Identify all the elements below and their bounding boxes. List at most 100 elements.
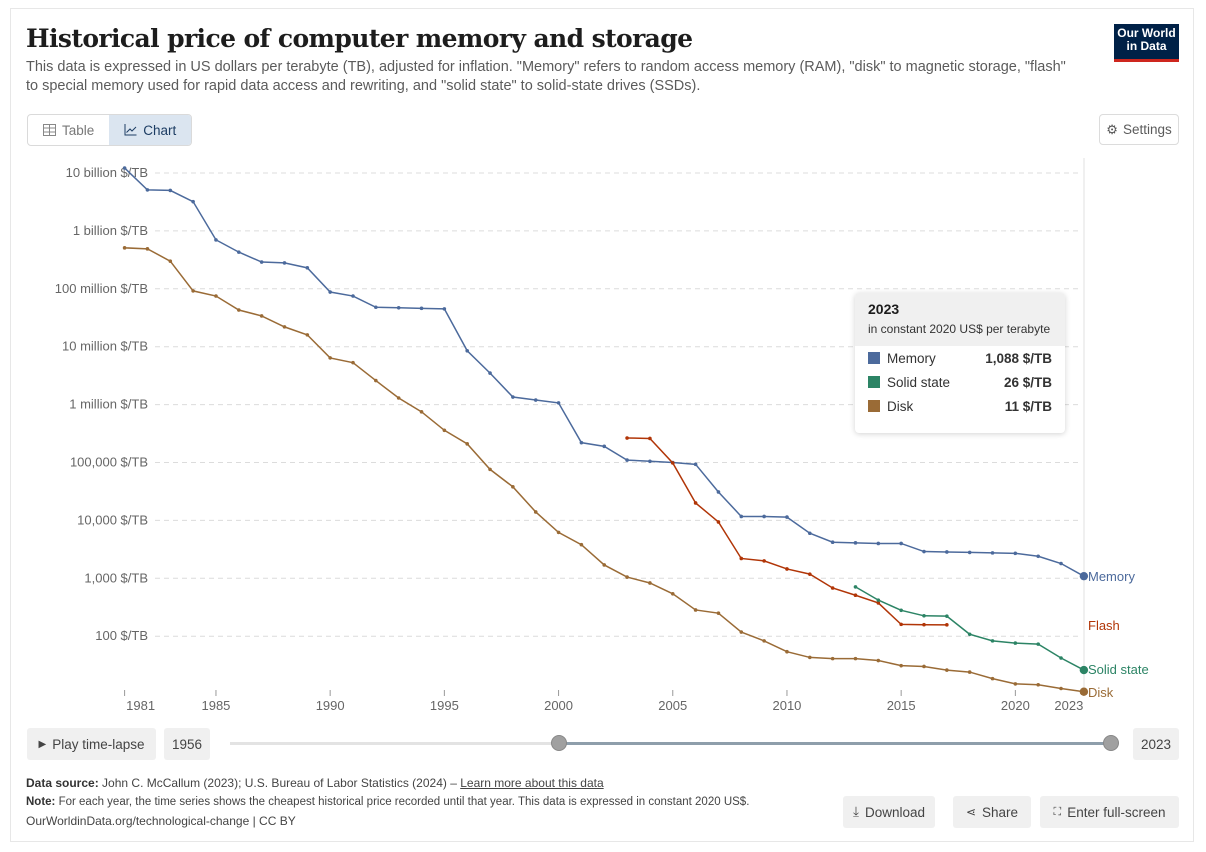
tab-chart-label: Chart — [143, 122, 177, 138]
data-point — [899, 663, 903, 668]
data-point — [648, 436, 652, 441]
y-tick-label: 10,000 $/TB — [77, 512, 148, 527]
download-button[interactable]: ⤓ Download — [843, 796, 935, 828]
y-tick-label: 1,000 $/TB — [84, 570, 148, 585]
tooltip-name: Disk — [887, 398, 914, 414]
data-point — [716, 611, 721, 615]
fullscreen-button[interactable]: ⛶ Enter full-screen — [1040, 796, 1179, 828]
data-point — [122, 246, 127, 250]
y-tick-label: 10 billion $/TB — [66, 165, 148, 180]
data-source: Data source: John C. McCallum (2023); U.… — [26, 776, 604, 790]
data-point — [1036, 682, 1040, 687]
data-point — [716, 520, 721, 524]
note: Note: For each year, the time series sho… — [26, 796, 749, 808]
data-point — [990, 639, 995, 643]
timeline-start-handle[interactable] — [551, 735, 567, 751]
data-point — [602, 563, 607, 567]
data-point — [670, 461, 675, 465]
data-point — [876, 598, 881, 602]
play-timelapse-button[interactable]: ▶ Play time-lapse — [27, 728, 156, 760]
data-point — [693, 608, 698, 612]
owid-logo[interactable]: Our World in Data — [1114, 24, 1179, 62]
tab-chart[interactable]: Chart — [109, 115, 192, 145]
data-point — [602, 444, 607, 449]
x-tick-label: 2000 — [544, 698, 573, 710]
data-point — [830, 586, 835, 590]
data-point — [1013, 682, 1018, 686]
data-point — [488, 371, 492, 375]
data-point — [853, 585, 858, 589]
data-point — [967, 632, 972, 637]
x-tick-label: 2023 — [1054, 698, 1083, 710]
fullscreen-icon: ⛶ — [1053, 805, 1062, 818]
swatch-solid-state — [868, 376, 880, 388]
download-icon: ⤓ — [852, 804, 859, 819]
line-chart-icon — [124, 124, 137, 136]
data-point — [488, 467, 492, 472]
x-tick-label: 2015 — [887, 698, 916, 710]
tab-table-label: Table — [62, 122, 95, 138]
y-tick-label: 100 million $/TB — [55, 281, 148, 296]
data-point — [808, 572, 812, 576]
data-point — [693, 501, 698, 505]
tab-table[interactable]: Table — [28, 115, 109, 145]
data-point — [145, 247, 150, 251]
download-label: Download — [864, 804, 925, 820]
data-point — [259, 260, 264, 264]
settings-label: Settings — [1122, 122, 1172, 137]
data-point — [1059, 561, 1063, 566]
data-point — [579, 542, 584, 547]
data-point — [556, 401, 561, 405]
share-icon: ⋖ — [965, 805, 977, 819]
data-point — [1079, 571, 1089, 581]
chart-subtitle: This data is expressed in US dollars per… — [26, 59, 1066, 94]
learn-more-link[interactable]: Learn more about this data — [460, 776, 604, 790]
data-point — [876, 601, 881, 605]
data-point — [648, 581, 652, 585]
data-point — [808, 655, 812, 660]
settings-button[interactable]: ⚙ Settings — [1099, 114, 1179, 145]
note-text: For each year, the time series shows the… — [58, 796, 750, 808]
chart-title: Historical price of computer memory and … — [26, 24, 693, 53]
tooltip-row-solid-state: Solid state 26 $/TB — [855, 370, 1065, 394]
data-point — [625, 436, 629, 440]
data-point — [899, 541, 903, 546]
timeline-end-handle[interactable] — [1103, 735, 1119, 751]
x-tick-label: 1981 — [126, 698, 155, 710]
play-icon: ▶ — [38, 738, 47, 750]
data-point — [1036, 642, 1040, 646]
timeline-start-year[interactable]: 1956 — [164, 728, 210, 760]
data-point — [237, 308, 241, 312]
data-point — [442, 428, 447, 433]
data-point — [830, 656, 835, 661]
data-point — [351, 294, 355, 298]
data-point — [351, 360, 355, 365]
timeline-end-year[interactable]: 2023 — [1133, 728, 1179, 760]
tooltip-value: 26 $/TB — [1003, 374, 1052, 390]
data-point — [693, 462, 698, 467]
data-point — [922, 622, 926, 627]
y-tick-label: 100,000 $/TB — [70, 455, 148, 470]
share-button[interactable]: ⋖ Share — [953, 796, 1031, 828]
data-point — [145, 188, 150, 192]
data-point — [168, 188, 173, 193]
attribution[interactable]: OurWorldinData.org/technological-change … — [26, 814, 296, 828]
fullscreen-label: Enter full-screen — [1067, 804, 1166, 820]
data-point — [808, 531, 812, 536]
data-point — [122, 166, 127, 170]
y-tick-label: 1 million $/TB — [69, 397, 148, 412]
tooltip: 2023 in constant 2020 US$ per terabyte M… — [855, 293, 1065, 433]
swatch-memory — [868, 352, 880, 364]
data-point — [922, 549, 926, 554]
tooltip-row-memory: Memory 1,088 $/TB — [855, 346, 1065, 370]
data-point — [374, 378, 378, 383]
x-tick-label: 1990 — [316, 698, 345, 710]
data-point — [945, 623, 949, 627]
data-point — [191, 199, 195, 204]
data-point — [853, 593, 858, 598]
tooltip-unit: in constant 2020 US$ per terabyte — [868, 322, 1051, 336]
data-point — [282, 325, 287, 329]
y-tick-label: 100 $/TB — [95, 628, 148, 643]
tooltip-name: Solid state — [887, 374, 951, 390]
data-point — [419, 410, 424, 414]
